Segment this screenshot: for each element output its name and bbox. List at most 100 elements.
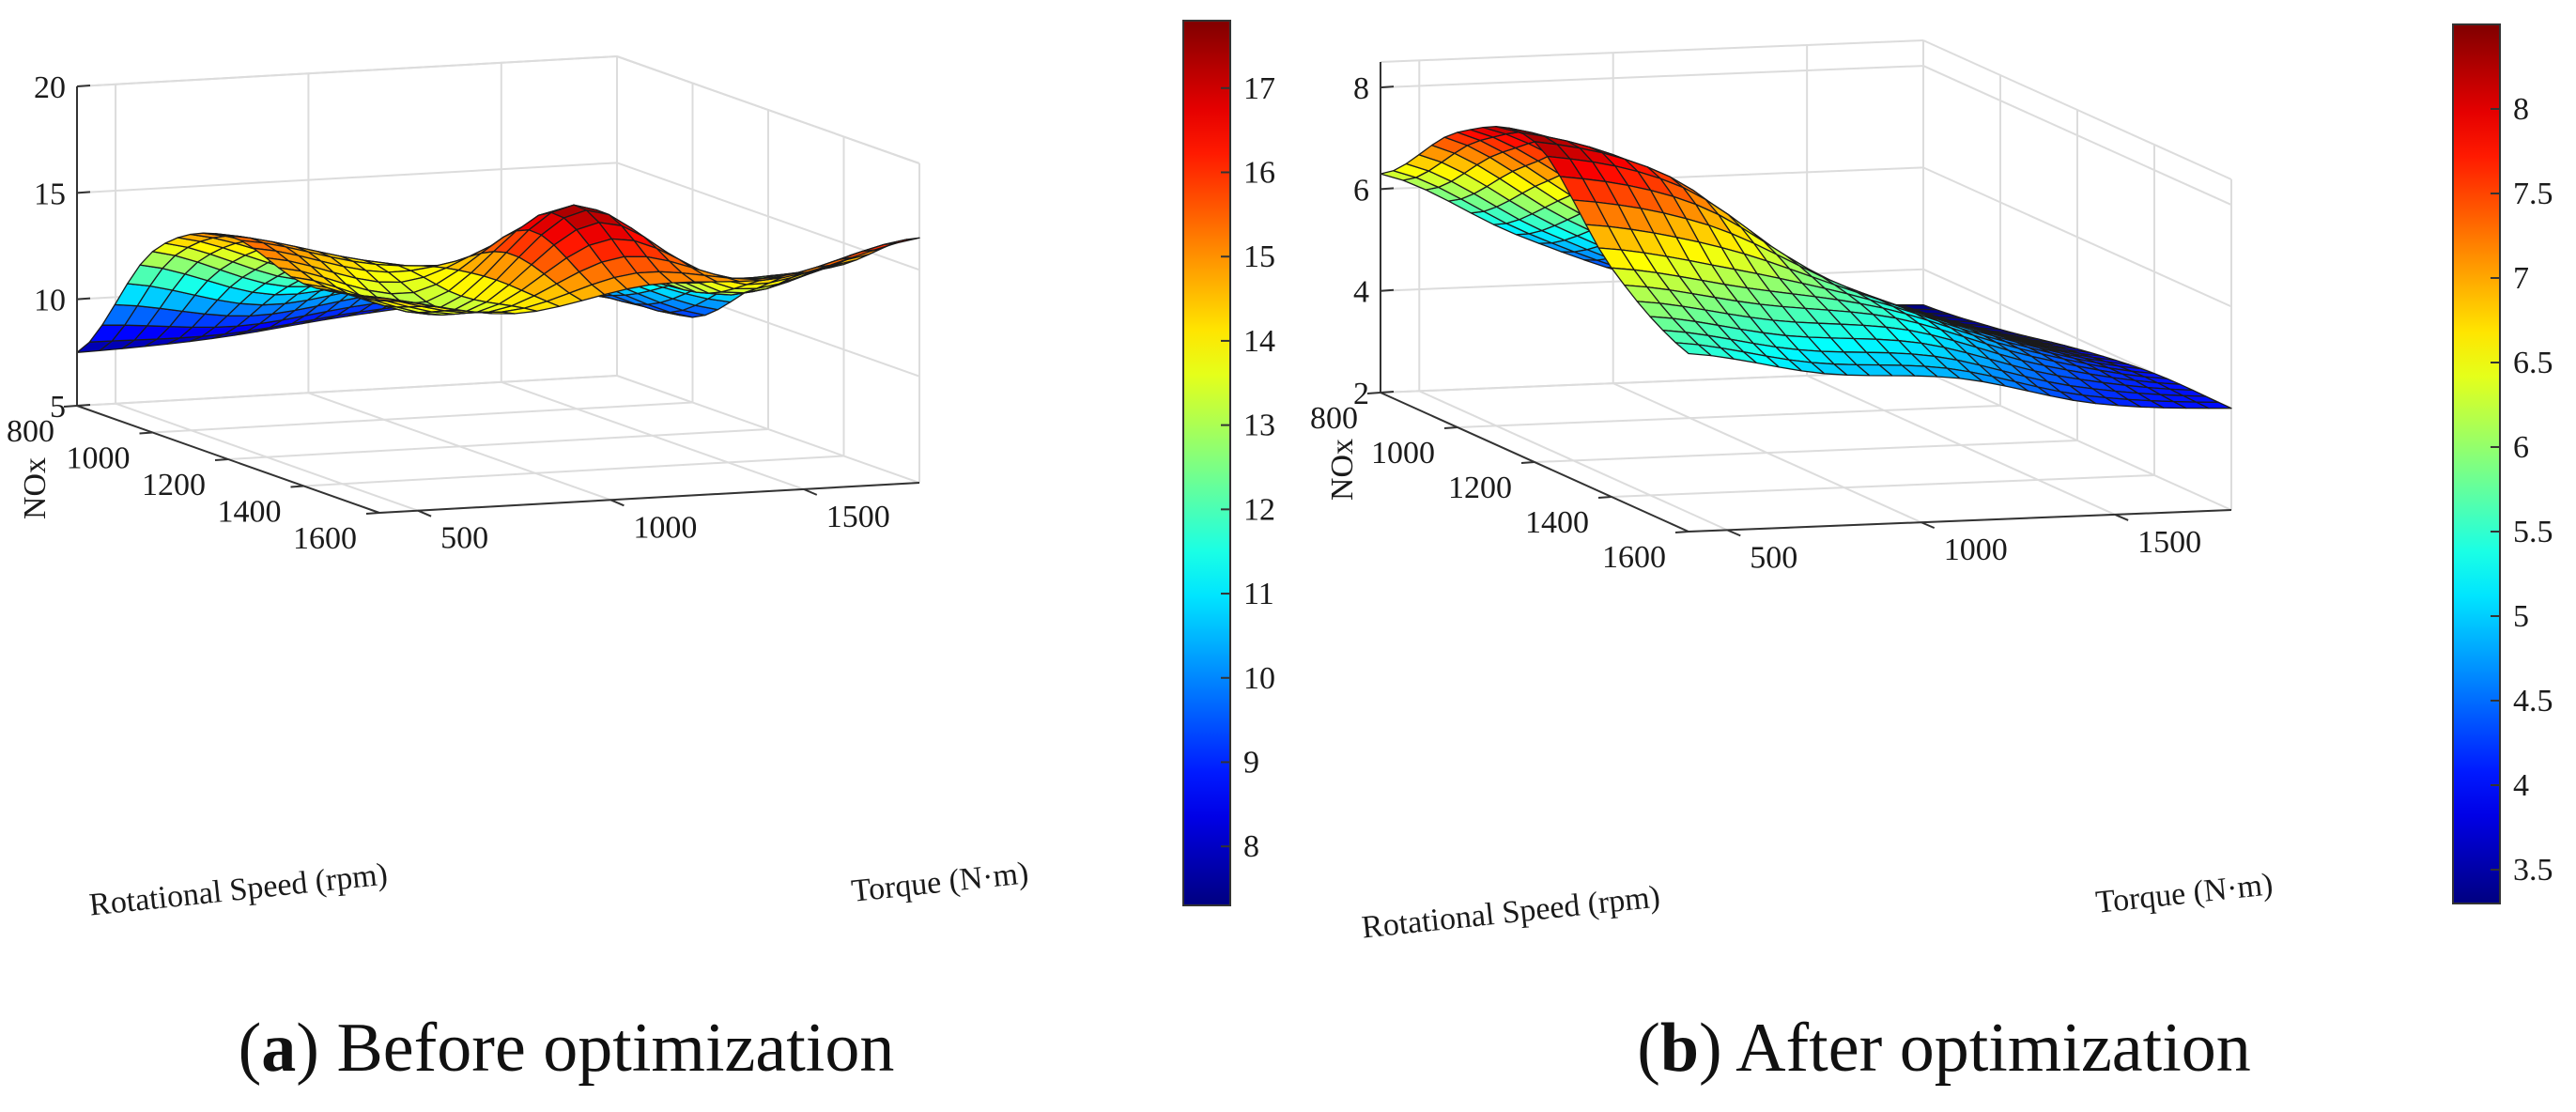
panel-b-gridline: [1806, 375, 2116, 516]
panel-a-z-tick-mark: [76, 85, 91, 87]
panel-a-zlabel: NOx: [18, 457, 53, 519]
panel-b-gridline: [1922, 166, 2232, 308]
panel-a-x-tick-label: 1400: [218, 495, 282, 530]
panel-a-y-tick-mark: [417, 509, 432, 517]
panel-a-x-tick-mark: [63, 405, 78, 408]
panel-b-colorbar-tick-label: 4.5: [2513, 684, 2553, 718]
panel-a-gridline: [76, 375, 618, 407]
panel-a-x-tick-mark: [214, 458, 229, 461]
panel-b-z-tick-mark: [1380, 85, 1395, 89]
panel-b-colorbar-tick-label: 8: [2513, 92, 2529, 127]
panel-a-x-tick-label: 1600: [293, 521, 357, 556]
panel-b-gridline: [1457, 405, 2001, 428]
panel-b-caption: (b) After optimization: [1637, 1010, 2251, 1087]
panel-a-gridline: [501, 380, 805, 490]
panel-b-x-tick-mark: [1597, 496, 1612, 499]
panel-b-gridline: [1534, 440, 2078, 463]
panel-b-colorbar: 3.5 4 4.5 5 5.5 6 6.5 7 7.5 8: [2452, 23, 2553, 904]
panel-a-gridline: [616, 55, 920, 164]
panel-a-colorbar: 8 9 10 11 12 13 14 15 16 17: [1182, 20, 1275, 906]
panel-a-gridline: [616, 375, 920, 484]
panel-b-x-tick-label: 1200: [1448, 471, 1512, 505]
panel-a-z-tick-mark: [76, 404, 91, 407]
panel-b-colorbar-tick-label: 3.5: [2513, 853, 2553, 888]
panel-b-gridline: [1922, 39, 2232, 180]
panel-a-gridline: [227, 428, 769, 460]
panel-a-x-tick-mark: [139, 431, 153, 435]
panel-b-colorbar-tick-label: 5.5: [2513, 515, 2553, 549]
panel-b-gridline: [1380, 39, 1924, 63]
panel-a-colorbar-tick-label: 14: [1243, 324, 1275, 359]
panel-a-z-tick-label: 5: [50, 390, 66, 425]
panel-a-colorbar-tick-label: 16: [1243, 155, 1275, 190]
panel-b-colorbar-tick-label: 6: [2513, 430, 2529, 465]
panel-b-z-tick-label: 2: [1353, 377, 1369, 411]
panel-a-z-tick-label: 15: [34, 177, 66, 211]
panel-a-colorbar-tick-label: 11: [1243, 577, 1274, 611]
panel-a-x-tick-mark: [365, 512, 380, 515]
panel-a-colorbar-tick-label: 9: [1243, 745, 1259, 780]
panel-b-gridline: [1612, 382, 1922, 524]
panel-a-x-tick-label: 1200: [142, 468, 206, 502]
panel-a-z-tick-mark: [76, 297, 91, 301]
panel-b-colorbar-gradient: [2452, 23, 2501, 904]
panel-b-z-tick-mark: [1380, 187, 1395, 191]
panel-b-x-tick-label: 1600: [1602, 540, 1666, 575]
panel-a-caption: (a) Before optimization: [239, 1010, 895, 1087]
panel-a-gridline: [152, 401, 693, 434]
panel-b-x-tick-label: 1000: [1371, 436, 1435, 471]
panel-a-colorbar-tick-label: 12: [1243, 492, 1275, 527]
panel-a-gridline: [303, 455, 844, 487]
panel-a-y-tick-label: 1000: [633, 510, 697, 545]
panel-a-gridline: [76, 162, 618, 194]
panel-b-z-tick-mark: [1380, 391, 1395, 394]
panel-b-colorbar-tick-label: 7.5: [2513, 177, 2553, 211]
panel-b-colorbar-tick-label: 4: [2513, 768, 2529, 803]
panel-a-caption-text: Before optimization: [336, 1010, 894, 1087]
panel-b-surface-patch: [1674, 342, 1712, 357]
panel-a-colorbar-gradient: [1182, 20, 1231, 906]
panel-a-y-axis-line: [378, 482, 920, 514]
panel-b-zlabel: NOx: [1325, 439, 1360, 501]
panel-a-colorbar-tick-label: 15: [1243, 239, 1275, 274]
panel-a-z-tick-label: 20: [34, 70, 66, 105]
panel-b-y-tick-mark: [2114, 514, 2129, 521]
panel-b-x-tick-mark: [1674, 531, 1689, 533]
panel-b-gridline: [1922, 370, 2232, 511]
panel-a-y-tick-mark: [803, 487, 818, 496]
panel-b-gridline: [1611, 474, 2155, 498]
panel-a-y-tick-label: 1500: [826, 500, 890, 534]
panel-b-x-tick-mark: [1366, 392, 1381, 394]
panel-b-z-tick-label: 4: [1353, 275, 1369, 310]
panel-b-gridline: [1380, 65, 1924, 89]
panel-a-z-tick-mark: [76, 191, 91, 194]
panel-b-y-tick-label: 1000: [1944, 533, 2008, 567]
panel-a-surface-patch: [365, 296, 403, 302]
panel-a-caption-letter: a: [261, 1010, 296, 1087]
panel-a-colorbar-tick-label: 10: [1243, 661, 1275, 696]
panel-a-colorbar-tick-label: 17: [1243, 71, 1275, 106]
panel-b-x-tick-mark: [1520, 461, 1535, 464]
panel-b-colorbar-tick-label: 5: [2513, 599, 2529, 634]
panel-a-gridline: [76, 55, 618, 87]
panel-b-colorbar-tick-label: 7: [2513, 261, 2529, 296]
panel-b-y-axis-line: [1688, 509, 2232, 533]
panel-a-y-tick-label: 500: [440, 521, 488, 556]
panel-b-y-tick-mark: [1920, 521, 1936, 530]
panel-b-caption-letter: b: [1660, 1010, 1699, 1087]
panel-a-y-tick-mark: [610, 499, 625, 507]
panel-b-z-tick-label: 8: [1353, 71, 1369, 106]
panel-a-z-tick-label: 10: [34, 284, 66, 318]
panel-a-colorbar-tick-label: 13: [1243, 409, 1275, 443]
panel-b-y-tick-label: 500: [1750, 540, 1797, 575]
panel-b-gridline: [1418, 390, 1728, 532]
panel-b-y-tick-label: 1500: [2137, 525, 2201, 560]
panel-b-caption-text: After optimization: [1735, 1010, 2251, 1087]
panel-a-gridline: [115, 402, 419, 512]
panel-b-gridline: [1922, 65, 2232, 206]
panel-b-z-tick-label: 6: [1353, 173, 1369, 208]
panel-b-y-tick-mark: [1726, 529, 1741, 537]
panel-b-x-tick-label: 800: [1310, 401, 1358, 436]
